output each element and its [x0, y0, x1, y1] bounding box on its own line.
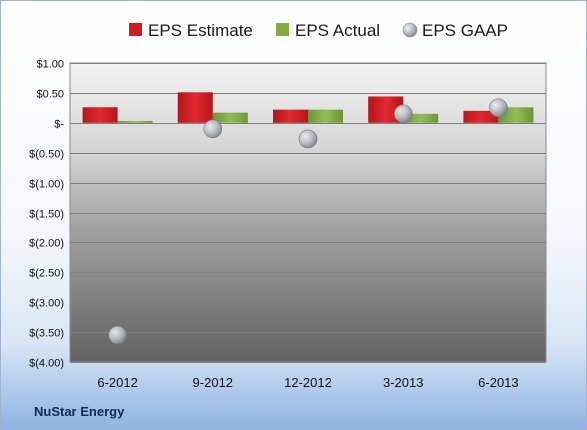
y-tick-label: $(2.00) [29, 238, 64, 250]
y-tick-label: $1.00 [36, 59, 64, 71]
legend-label: EPS Estimate [148, 21, 253, 40]
eps-estimate-bar [82, 107, 118, 123]
y-tick-label: $(0.50) [29, 149, 64, 161]
eps-estimate-bar [177, 92, 213, 123]
legend-swatch-gaap [402, 22, 418, 38]
legend: EPS Estimate EPS Actual EPS GAAP [129, 21, 508, 40]
legend-swatch-actual [276, 23, 289, 36]
eps-estimate-bar [463, 110, 499, 123]
x-category-label: 6-2013 [478, 375, 518, 390]
y-tick-label: $(3.50) [29, 328, 64, 340]
eps-actual-bar [212, 112, 248, 123]
y-tick-label: $0.50 [36, 89, 64, 101]
legend-label: EPS GAAP [422, 21, 508, 40]
eps-actual-bar [117, 121, 153, 123]
x-category-label: 3-2013 [383, 375, 423, 390]
y-tick-label: $(3.00) [29, 298, 64, 310]
y-tick-label: $- [54, 119, 64, 131]
plot-area [69, 62, 547, 363]
y-tick-label: $(1.00) [29, 179, 64, 191]
eps-gaap-marker [108, 325, 127, 345]
legend-label: EPS Actual [295, 21, 380, 40]
x-category-label: 12-2012 [284, 375, 332, 390]
eps-estimate-bar [273, 109, 308, 123]
eps-gaap-marker [489, 98, 508, 118]
eps-gaap-marker [203, 119, 223, 139]
legend-swatch-estimate [129, 23, 142, 36]
y-tick-label: $(2.50) [29, 268, 64, 280]
eps-gaap-marker [393, 104, 413, 124]
x-category-label: 6-2012 [97, 375, 137, 390]
x-category-label: 9-2012 [193, 375, 233, 390]
eps-gaap-marker [298, 129, 318, 149]
company-name: NuStar Energy [34, 404, 125, 419]
eps-actual-bar [498, 107, 534, 123]
y-tick-label: $(1.50) [29, 209, 64, 221]
eps-actual-bar [308, 109, 343, 123]
eps-actual-bar [403, 113, 439, 123]
y-tick-label: $(4.00) [29, 358, 64, 370]
